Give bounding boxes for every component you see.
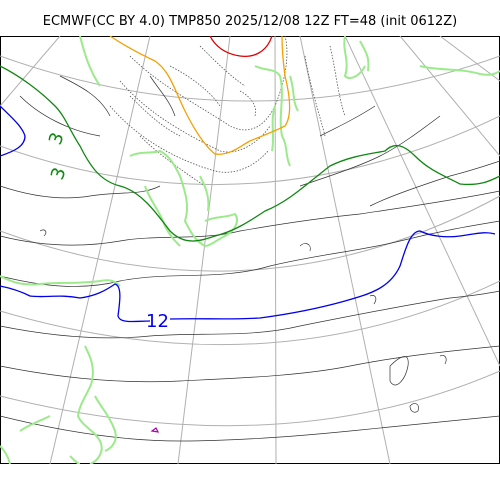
map-frame (0, 36, 500, 464)
thin-isotherms (0, 75, 500, 442)
isotherm-12 (0, 230, 496, 323)
latitude-line (0, 370, 500, 427)
coastlines (0, 36, 500, 464)
meridian-line (344, 36, 500, 367)
latitude-line (0, 280, 500, 346)
isotherm-3 (0, 65, 500, 242)
meridian-line (49, 36, 151, 464)
isotherm-orange (109, 36, 291, 155)
latitude-line (0, 55, 500, 102)
meridian-line (0, 36, 61, 107)
chart-title: ECMWF(CC BY 4.0) TMP850 2025/12/08 12Z F… (42, 14, 458, 29)
isotherm-red (209, 36, 273, 57)
latitude-line (0, 115, 500, 186)
weather-map: 3 3 12 (0, 36, 500, 464)
map-canvas: 3 3 12 (0, 36, 500, 464)
isotherm-12-west (0, 105, 26, 157)
dotted-isotherms (109, 36, 346, 187)
meridian-line (399, 36, 500, 157)
magenta-mark (150, 427, 160, 433)
meridian-line (299, 36, 391, 464)
isotherm-label-12: 12 (146, 311, 169, 332)
meridian-line (177, 36, 231, 464)
